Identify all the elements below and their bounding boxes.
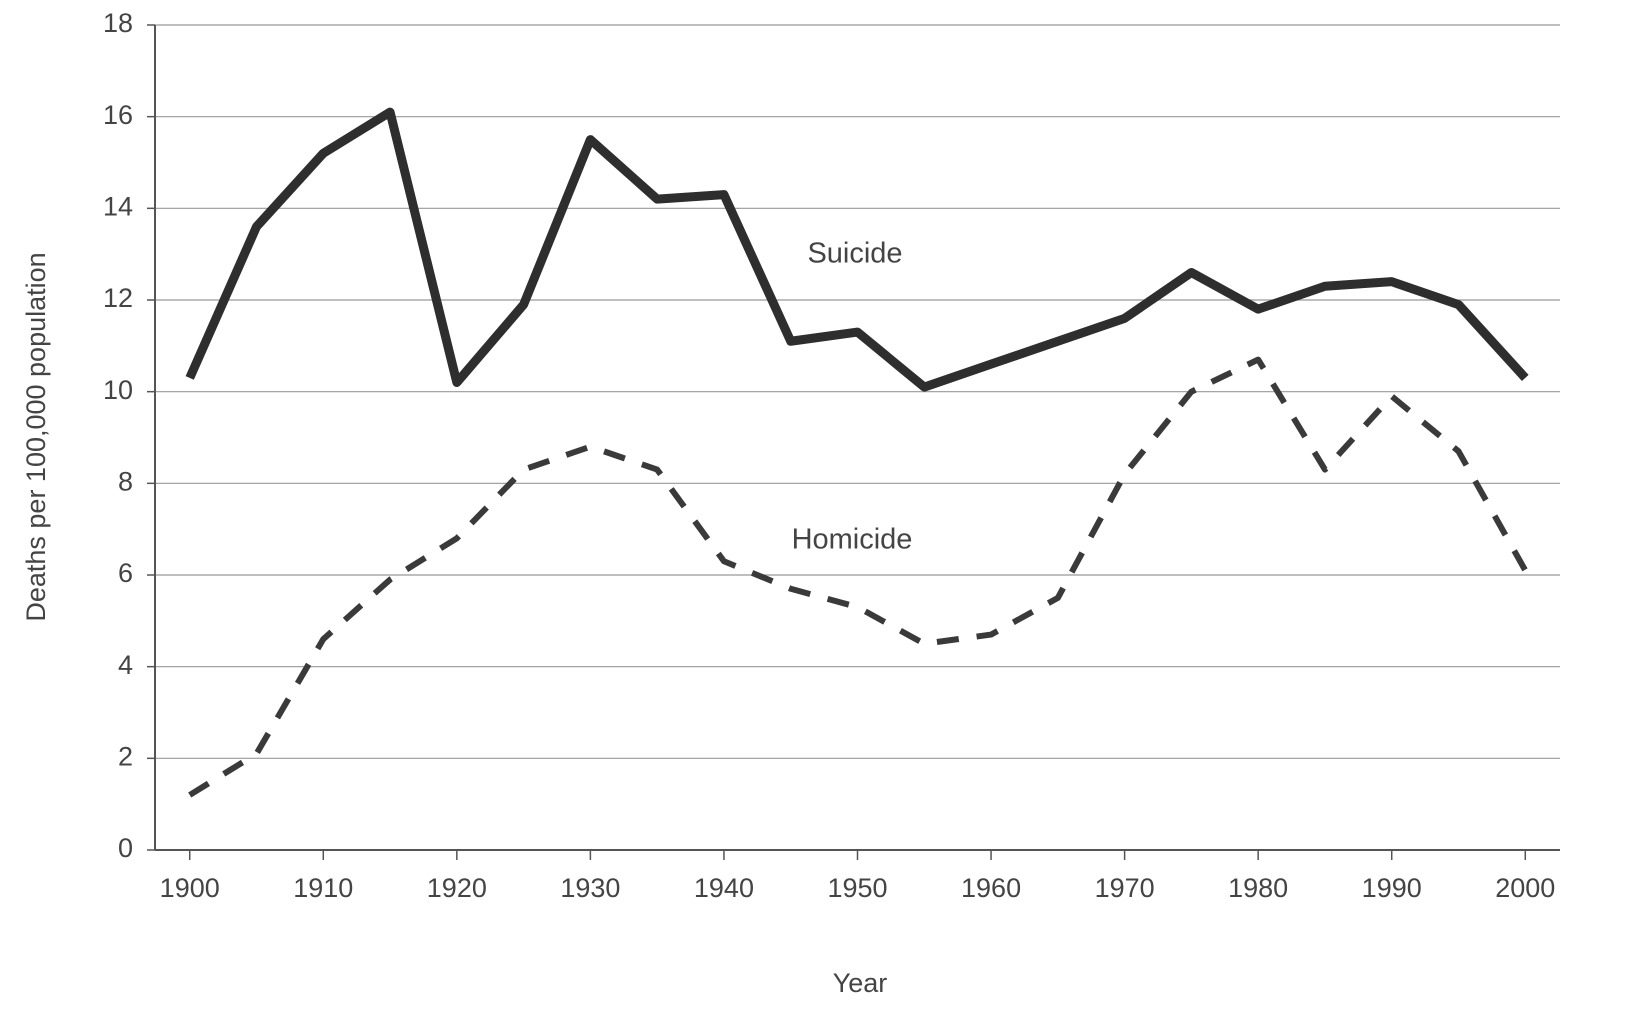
x-tick-label: 1910: [293, 873, 353, 903]
x-tick-label: 1920: [427, 873, 487, 903]
y-tick-label: 10: [103, 375, 133, 405]
y-tick-label: 18: [103, 8, 133, 38]
series-label: Suicide: [807, 238, 902, 270]
y-tick-label: 16: [103, 100, 133, 130]
x-tick-label: 1900: [160, 873, 220, 903]
x-axis-label: Year: [833, 968, 888, 998]
x-tick-label: 1990: [1362, 873, 1422, 903]
x-tick-label: 1980: [1228, 873, 1288, 903]
y-tick-label: 12: [103, 283, 133, 313]
y-tick-label: 2: [118, 741, 133, 771]
y-tick-label: 4: [118, 650, 133, 680]
series-line: [185, 107, 1529, 392]
series-label: Homicide: [792, 524, 913, 556]
x-tick-label: 1960: [961, 873, 1021, 903]
y-tick-label: 8: [118, 466, 133, 496]
x-tick-label: 1950: [827, 873, 887, 903]
y-tick-label: 0: [118, 833, 133, 863]
y-axis-label: Deaths per 100,000 population: [21, 252, 51, 621]
x-tick-label: 1970: [1095, 873, 1155, 903]
x-tick-label: 1940: [694, 873, 754, 903]
y-tick-label: 14: [103, 191, 133, 221]
series-line: [188, 356, 1528, 798]
y-tick-label: 6: [118, 558, 133, 588]
x-tick-label: 2000: [1495, 873, 1555, 903]
x-tick-label: 1930: [560, 873, 620, 903]
